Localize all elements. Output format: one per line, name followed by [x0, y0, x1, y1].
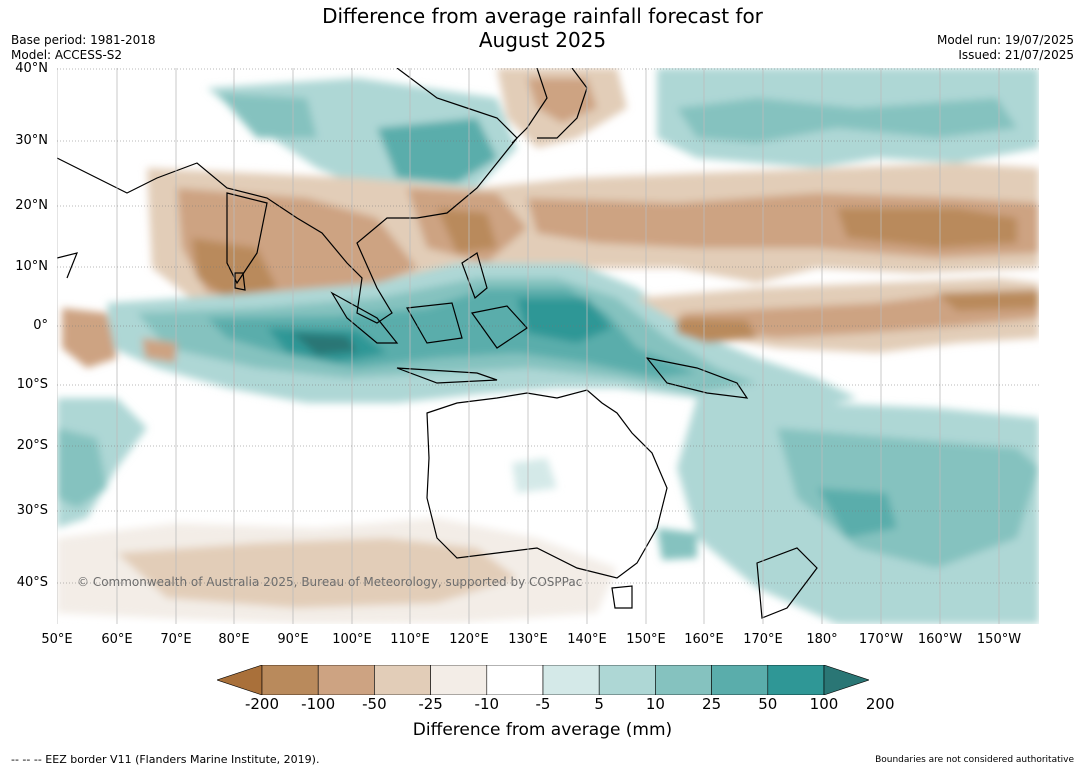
- latitude-label: 0°: [33, 318, 48, 333]
- colorbar-label: Difference from average (mm): [412, 720, 673, 740]
- longitude-label: 160°E: [684, 632, 724, 647]
- latitude-label: 30°S: [16, 503, 48, 518]
- latitude-label: 20°N: [15, 198, 48, 213]
- colorbar-cell: [486, 665, 544, 695]
- latitude-label: 10°N: [15, 259, 48, 274]
- colorbar-tick-label: 25: [702, 695, 722, 713]
- colorbar-cell: [317, 665, 375, 695]
- colorbar-tick-label: 200: [865, 695, 895, 713]
- longitude-label: 180°: [806, 632, 838, 647]
- colorbar-tick-label: 100: [809, 695, 839, 713]
- longitude-label: 120°E: [449, 632, 489, 647]
- colorbar-tick-label: -10: [474, 695, 500, 713]
- longitude-label: 130°E: [508, 632, 548, 647]
- longitude-label: 160°W: [917, 632, 963, 647]
- longitude-label: 90°E: [277, 632, 309, 647]
- coastlines: [57, 68, 818, 619]
- colorbar-cell: [374, 665, 431, 695]
- colorbar-cell: [542, 665, 600, 695]
- boundary-disclaimer: Boundaries are not considered authoritat…: [875, 755, 1074, 765]
- colorbar-tick-label: 10: [645, 695, 665, 713]
- longitude-label: 70°E: [160, 632, 192, 647]
- longitude-label: 50°E: [41, 632, 73, 647]
- base-period: Base period: 1981-2018: [11, 33, 156, 47]
- eez-legend: -- -- -- EEZ border V11 (Flanders Marine…: [11, 753, 320, 766]
- colorbar-cell: [767, 665, 825, 695]
- longitude-label: 150°W: [976, 632, 1022, 647]
- colorbar-tick-label: -50: [362, 695, 387, 713]
- longitude-label: 100°E: [332, 632, 372, 647]
- model-name: Model: ACCESS-S2: [11, 48, 123, 62]
- longitude-label: 60°E: [101, 632, 133, 647]
- colorbar-tick-label: -25: [418, 695, 443, 713]
- colorbar-tick-label: -200: [244, 695, 280, 713]
- colorbar-cell: [261, 665, 319, 695]
- copyright-notice: © Commonwealth of Australia 2025, Bureau…: [77, 575, 583, 589]
- colorbar-tick-label: -5: [535, 695, 551, 713]
- colorbar-cell: [430, 665, 488, 695]
- colorbar-extend-low: [217, 665, 263, 695]
- colorbar-cells: [217, 665, 869, 695]
- longitude-label: 140°E: [567, 632, 607, 647]
- map-title: Difference from average rainfall forecas…: [0, 4, 1085, 52]
- colorbar-extend-high: [823, 665, 869, 695]
- gridlines: [57, 68, 1039, 624]
- run-info: Model run: 19/07/2025 Issued: 21/07/2025: [937, 33, 1074, 63]
- longitude-label: 110°E: [390, 632, 430, 647]
- latitude-label: 40°S: [16, 575, 48, 590]
- colorbar-tick-label: 50: [758, 695, 778, 713]
- colorbar-tick-label: 5: [594, 695, 604, 713]
- latitude-label: 20°S: [16, 438, 48, 453]
- colorbar: [217, 665, 869, 695]
- latitude-label: 40°N: [15, 61, 48, 76]
- title-line-2: August 2025: [478, 28, 607, 52]
- latitude-label: 30°N: [15, 133, 48, 148]
- model-run: Model run: 19/07/2025: [936, 33, 1074, 47]
- rainfall-anomaly-map: [57, 68, 1039, 624]
- colorbar-cell: [598, 665, 656, 695]
- latitude-label: 10°S: [16, 377, 48, 392]
- issued-date: Issued: 21/07/2025: [958, 48, 1074, 62]
- colorbar-cell: [655, 665, 712, 695]
- longitude-label: 170°E: [743, 632, 783, 647]
- title-line-1: Difference from average rainfall forecas…: [322, 4, 763, 28]
- colorbar-tick-label: -100: [301, 695, 336, 713]
- model-info: Base period: 1981-2018 Model: ACCESS-S2: [11, 33, 156, 63]
- longitude-label: 80°E: [218, 632, 250, 647]
- colorbar-cell: [711, 665, 769, 695]
- longitude-label: 170°W: [858, 632, 904, 647]
- longitude-label: 150°E: [626, 632, 666, 647]
